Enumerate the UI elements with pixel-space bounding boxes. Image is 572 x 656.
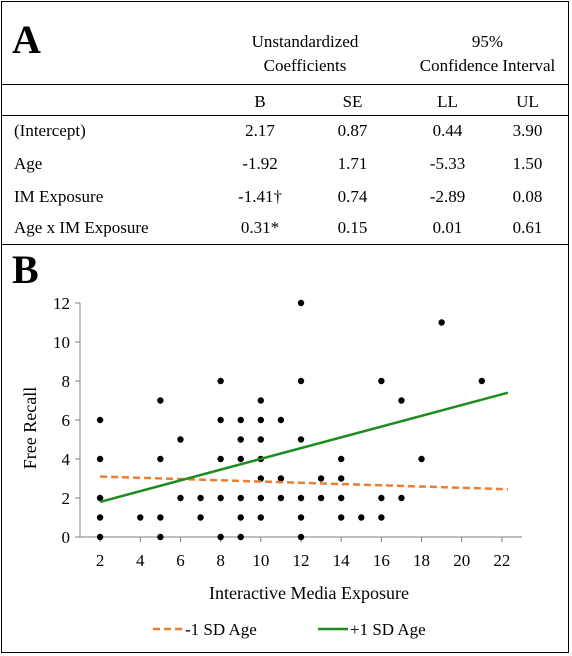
row-label: Age (14, 154, 43, 173)
cell-se: 0.74 (337, 187, 368, 206)
cell-ll: -2.89 (429, 187, 466, 206)
table-header-rule (2, 84, 568, 85)
cell-ll: 0.01 (432, 218, 463, 237)
header-group-coefficients: Unstandardized Coefficients (220, 30, 390, 78)
panel-b-label: B (12, 247, 39, 292)
cell-ul: 0.61 (512, 218, 543, 237)
col-header-ll: LL (437, 92, 458, 111)
cell-se: 1.71 (337, 154, 368, 173)
col-header-b: B (254, 92, 266, 111)
cell-ll: 0.44 (432, 121, 463, 140)
panel-a-label: A (12, 17, 41, 62)
cell-b: 2.17 (245, 121, 275, 140)
header-group-ci-line2: Confidence Interval (419, 56, 556, 75)
cell-b: -1.92 (242, 154, 278, 173)
col-header-ul: UL (516, 92, 539, 111)
cell-b: 0.31* (240, 218, 280, 237)
col-header-se: SE (342, 92, 363, 111)
cell-ul: 0.08 (512, 187, 543, 206)
cell-b: -1.41† (238, 187, 282, 206)
cell-se: 0.15 (337, 218, 368, 237)
cell-ul: 3.90 (512, 121, 543, 140)
header-group-ci: 95% Confidence Interval (405, 30, 570, 78)
panel-divider-rule (2, 244, 568, 245)
row-label: IM Exposure (14, 187, 104, 206)
row-label: Age x IM Exposure (14, 218, 149, 237)
row-label: (Intercept) (14, 121, 86, 140)
header-group-coefficients-line1: Unstandardized (251, 32, 359, 51)
cell-ul: 1.50 (512, 154, 543, 173)
cell-se: 0.87 (337, 121, 368, 140)
table-column-rule (2, 115, 568, 116)
cell-ll: -5.33 (429, 154, 466, 173)
header-group-ci-line1: 95% (471, 32, 504, 51)
header-group-coefficients-line2: Coefficients (263, 56, 347, 75)
